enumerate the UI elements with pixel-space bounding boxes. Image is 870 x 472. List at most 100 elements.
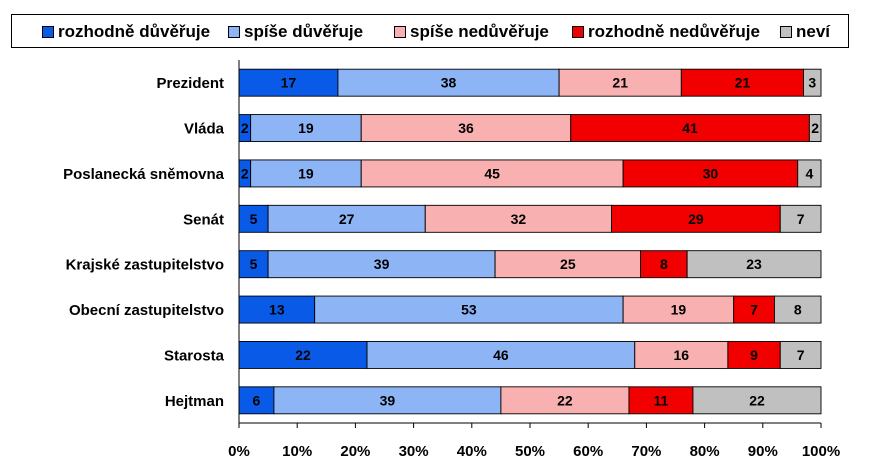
legend-swatch bbox=[228, 26, 240, 38]
bar-segment bbox=[686, 250, 822, 279]
bar-segment bbox=[634, 340, 729, 369]
bar-segment bbox=[366, 340, 636, 369]
category-label: Obecní zastupitelstvo bbox=[69, 302, 224, 319]
bar-segment bbox=[238, 204, 269, 233]
data-label: 2 bbox=[241, 120, 249, 136]
x-tick-label: 10% bbox=[282, 443, 312, 460]
data-label: 32 bbox=[511, 211, 527, 227]
data-label: 27 bbox=[339, 211, 355, 227]
legend-item-nevi: neví bbox=[780, 22, 831, 41]
bar-segment bbox=[692, 386, 822, 415]
data-label: 9 bbox=[750, 347, 758, 363]
bar-segment bbox=[680, 68, 804, 97]
legend-swatch bbox=[780, 26, 792, 38]
data-label: 38 bbox=[441, 75, 457, 91]
data-label: 21 bbox=[612, 75, 628, 91]
bar-segment bbox=[803, 68, 822, 97]
data-label: 2 bbox=[241, 165, 249, 181]
data-label: 11 bbox=[654, 392, 669, 408]
bar-segment bbox=[337, 68, 560, 97]
data-label: 5 bbox=[250, 211, 258, 227]
bar-segment bbox=[314, 295, 624, 324]
bar-segment bbox=[238, 386, 275, 415]
category-label: Vláda bbox=[184, 121, 225, 138]
data-label: 22 bbox=[749, 392, 765, 408]
legend-item-spise-duveruje: spíše důvěřuje bbox=[228, 22, 364, 41]
x-tick-label: 60% bbox=[573, 443, 603, 460]
data-label: 29 bbox=[688, 211, 704, 227]
bar-segment bbox=[238, 250, 269, 279]
data-label: 21 bbox=[735, 75, 751, 91]
bar-segment bbox=[238, 295, 316, 324]
data-label: 17 bbox=[281, 75, 297, 91]
data-label: 45 bbox=[484, 165, 500, 181]
bar-segment bbox=[611, 204, 781, 233]
x-tick-label: 90% bbox=[748, 443, 778, 460]
bar-segment bbox=[779, 340, 822, 369]
bar-segment bbox=[622, 295, 735, 324]
x-tick-label: 30% bbox=[399, 443, 429, 460]
bar-segment bbox=[500, 386, 630, 415]
bar-segment bbox=[360, 159, 624, 188]
data-label: 22 bbox=[557, 392, 573, 408]
legend-label: rozhodně důvěřuje bbox=[58, 22, 211, 41]
x-tick-label: 20% bbox=[340, 443, 370, 460]
bar-segment bbox=[779, 204, 822, 233]
bar-segment bbox=[424, 204, 612, 233]
legend-label: neví bbox=[796, 22, 831, 41]
data-label: 53 bbox=[461, 302, 477, 318]
data-label: 39 bbox=[374, 256, 390, 272]
bar-segment bbox=[558, 68, 682, 97]
data-label: 7 bbox=[750, 302, 758, 318]
x-tick-label: 50% bbox=[515, 443, 545, 460]
bar-segment bbox=[628, 386, 694, 415]
legend-item-rozhodne-neduveruje: rozhodně nedůvěřuje bbox=[572, 22, 760, 41]
data-label: 7 bbox=[797, 347, 805, 363]
data-label: 16 bbox=[674, 347, 690, 363]
bar-segment bbox=[238, 68, 339, 97]
data-label: 4 bbox=[805, 165, 813, 181]
bar-segment bbox=[570, 114, 810, 143]
category-label: Krajské zastupitelstvo bbox=[66, 257, 224, 274]
data-label: 5 bbox=[250, 256, 258, 272]
data-label: 25 bbox=[560, 256, 576, 272]
x-tick-label: 80% bbox=[690, 443, 720, 460]
x-tick-label: 40% bbox=[457, 443, 487, 460]
category-label: Starosta bbox=[164, 347, 225, 364]
bar-segment bbox=[494, 250, 642, 279]
category-label: Poslanecká sněmovna bbox=[63, 166, 225, 183]
x-tick-label: 100% bbox=[802, 443, 840, 460]
bar-segment bbox=[238, 340, 368, 369]
legend-label: rozhodně nedůvěřuje bbox=[588, 22, 760, 41]
data-label: 41 bbox=[682, 120, 698, 136]
bar-segment bbox=[622, 159, 799, 188]
legend-swatch bbox=[572, 26, 584, 38]
data-label: 6 bbox=[253, 392, 261, 408]
bar-segment bbox=[250, 114, 362, 143]
bar-segment bbox=[773, 295, 822, 324]
bar-segment bbox=[808, 114, 822, 143]
bar-segment bbox=[267, 250, 496, 279]
data-label: 39 bbox=[380, 392, 396, 408]
bar-segment bbox=[727, 340, 781, 369]
legend-label: spíše nedůvěřuje bbox=[410, 22, 549, 41]
data-label: 3 bbox=[808, 75, 816, 91]
bar-segment bbox=[250, 159, 362, 188]
legend-label: spíše důvěřuje bbox=[244, 22, 364, 41]
data-label: 19 bbox=[671, 302, 687, 318]
bar-segment bbox=[273, 386, 502, 415]
legend-swatch bbox=[42, 26, 54, 38]
data-label: 22 bbox=[295, 347, 311, 363]
category-label: Senát bbox=[183, 211, 224, 228]
data-label: 23 bbox=[746, 256, 762, 272]
data-label: 8 bbox=[660, 256, 668, 272]
data-label: 19 bbox=[298, 120, 314, 136]
legend-item-spise-neduveruje: spíše nedůvěřuje bbox=[394, 22, 549, 41]
legend: rozhodně důvěřuje spíše důvěřuje spíše n… bbox=[11, 14, 849, 48]
bar-segment bbox=[640, 250, 688, 279]
data-label: 13 bbox=[269, 302, 285, 318]
bar-segment bbox=[797, 159, 822, 188]
data-label: 19 bbox=[298, 165, 314, 181]
legend-swatch bbox=[394, 26, 406, 38]
